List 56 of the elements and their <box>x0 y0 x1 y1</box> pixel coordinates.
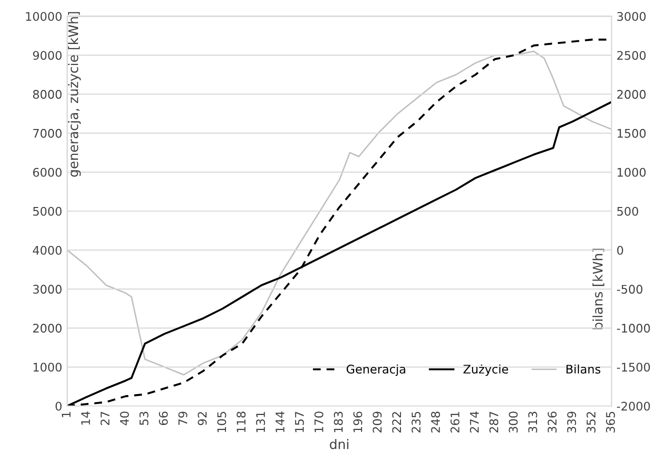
x-tick-label: 352 <box>586 412 596 432</box>
x-tick-label: 14 <box>81 412 90 425</box>
x-tick-label: 235 <box>412 412 421 433</box>
y2-tick-label: 3000 <box>617 12 646 21</box>
x-tick-label: 209 <box>372 412 382 433</box>
y2-tick-label: 2500 <box>617 50 646 60</box>
y-tick-label: 3000 <box>33 284 62 294</box>
x-axis-title: dni <box>330 438 348 450</box>
y2-tick-label: 0 <box>617 246 624 255</box>
y-tick-label: 7000 <box>33 128 62 138</box>
y-tick-label: 6000 <box>33 168 62 177</box>
y-tick-label: 10000 <box>26 12 62 21</box>
y2-tick-label: 1500 <box>618 128 646 138</box>
x-tick-label: 1 <box>62 412 70 418</box>
y-axis-title: generacja, zużycie [kWh] <box>68 12 81 177</box>
x-tick-label: 261 <box>450 412 460 433</box>
x-tick-label: 40 <box>120 412 129 426</box>
x-tick-label: 248 <box>431 412 440 433</box>
y2-tick-label: 2000 <box>617 90 646 99</box>
x-tick-label: 144 <box>276 412 284 432</box>
x-tick-label: 183 <box>334 412 343 432</box>
x-tick-label: 92 <box>198 412 207 426</box>
x-tick-label: 326 <box>548 412 557 432</box>
y-tick-label: 1000 <box>34 362 62 372</box>
x-tick-label: 131 <box>256 412 266 432</box>
x-tick-label: 105 <box>217 412 226 432</box>
x-tick-label: 79 <box>178 412 188 425</box>
y2-tick-label: 500 <box>617 206 638 216</box>
x-tick-label: 157 <box>295 412 304 432</box>
y-tick-label: 5000 <box>33 206 62 216</box>
x-tick-label: 53 <box>139 412 148 425</box>
y-tick-label: 4000 <box>32 246 62 255</box>
x-tick-label: 365 <box>606 412 615 432</box>
x-tick-label: 66 <box>158 412 168 426</box>
x-tick-label: 27 <box>100 412 110 426</box>
legend-label: Bilans <box>566 364 600 374</box>
y2-tick-label: 1000 <box>618 168 646 177</box>
y2-tick-label: -1500 <box>616 362 650 372</box>
x-tick-label: 222 <box>392 412 401 433</box>
x-tick-label: 274 <box>470 412 479 433</box>
legend-label: Generacja <box>346 364 406 376</box>
y2-tick-label: -1000 <box>616 324 650 333</box>
y-tick-label: 8000 <box>33 90 62 99</box>
y-tick-label: 0 <box>56 402 62 411</box>
x-tick-label: 313 <box>528 412 538 432</box>
legend-label: Zużycie <box>463 364 508 376</box>
y2-tick-label: -2000 <box>616 402 650 411</box>
y2-tick-label: -500 <box>616 284 642 294</box>
x-tick-label: 170 <box>314 412 324 432</box>
x-tick-label: 196 <box>353 412 362 432</box>
y-tick-label: 9000 <box>33 50 62 60</box>
x-tick-label: 287 <box>489 412 498 433</box>
y-tick-label: 2000 <box>33 324 62 333</box>
x-tick-label: 300 <box>508 412 518 432</box>
x-tick-label: 339 <box>567 412 576 432</box>
x-tick-label: 118 <box>236 412 246 432</box>
